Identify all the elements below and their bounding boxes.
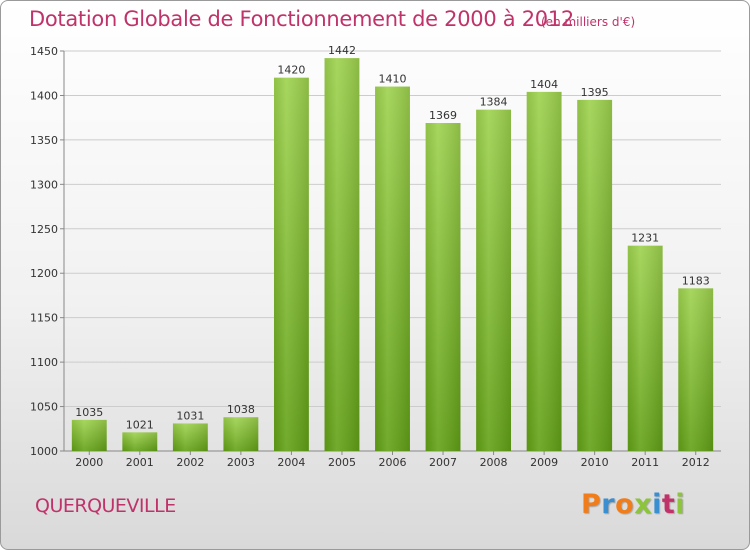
logo-letter: i	[652, 489, 662, 520]
bar-value-label: 1384	[480, 96, 508, 109]
x-tick-label: 2003	[227, 456, 255, 469]
bar-value-label: 1031	[176, 409, 204, 422]
y-tick-label: 1250	[30, 223, 58, 236]
bar-value-label: 1404	[530, 78, 558, 91]
y-tick-label: 1150	[30, 312, 58, 325]
bar-value-label: 1442	[328, 44, 356, 57]
bar-value-label: 1231	[631, 232, 659, 245]
y-tick-label: 1400	[30, 89, 58, 102]
bar-value-label: 1035	[75, 406, 103, 419]
logo-letter: t	[661, 489, 676, 520]
bar-shade	[476, 109, 512, 452]
bar-shade	[172, 423, 208, 451]
bar-value-label: 1021	[126, 418, 154, 431]
y-tick-label: 1100	[30, 356, 58, 369]
x-tick-label: 2000	[75, 456, 103, 469]
x-tick-label: 2001	[126, 456, 154, 469]
x-tick-label: 2007	[429, 456, 457, 469]
x-tick-label: 2008	[480, 456, 508, 469]
y-tick-label: 1000	[30, 445, 58, 458]
x-tick-label: 2012	[682, 456, 710, 469]
bar-shade	[273, 77, 309, 452]
bar-value-label: 1183	[682, 274, 710, 287]
y-tick-label: 1350	[30, 134, 58, 147]
x-tick-label: 2004	[277, 456, 305, 469]
bar-shade	[71, 419, 107, 451]
bar-shade	[425, 123, 461, 451]
x-tick-label: 2010	[581, 456, 609, 469]
chart-unit: (en milliers d'€)	[541, 15, 636, 29]
x-tick-label: 2006	[379, 456, 407, 469]
logo-letter: i	[675, 489, 686, 520]
bar-value-label: 1369	[429, 109, 457, 122]
y-tick-label: 1050	[30, 401, 58, 414]
bar-shade	[223, 417, 259, 451]
bar-shade	[122, 432, 158, 451]
bar-shade	[526, 91, 562, 451]
logo-letter: o	[615, 489, 635, 520]
bar-value-label: 1395	[581, 86, 609, 99]
y-tick-label: 1200	[30, 267, 58, 280]
bar-value-label: 1410	[379, 73, 407, 86]
bar-value-label: 1420	[277, 64, 305, 77]
proxiti-logo[interactable]: Proxiti	[581, 489, 685, 520]
x-tick-label: 2009	[530, 456, 558, 469]
logo-letter: x	[634, 489, 653, 520]
bar-value-label: 1038	[227, 403, 255, 416]
commune-name: QUERQUEVILLE	[35, 495, 176, 517]
bar-shade	[577, 99, 613, 451]
bar-shade	[678, 288, 714, 451]
y-tick-label: 1300	[30, 178, 58, 191]
logo-letter: P	[581, 489, 602, 520]
y-tick-label: 1450	[30, 45, 58, 58]
x-tick-label: 2011	[631, 456, 659, 469]
x-tick-label: 2002	[176, 456, 204, 469]
logo-letter: r	[601, 489, 616, 520]
bar-shade	[324, 58, 360, 451]
x-tick-label: 2005	[328, 456, 356, 469]
chart-title: Dotation Globale de Fonctionnement de 20…	[29, 7, 574, 31]
bar-shade	[627, 245, 663, 451]
bar-shade	[375, 86, 410, 452]
